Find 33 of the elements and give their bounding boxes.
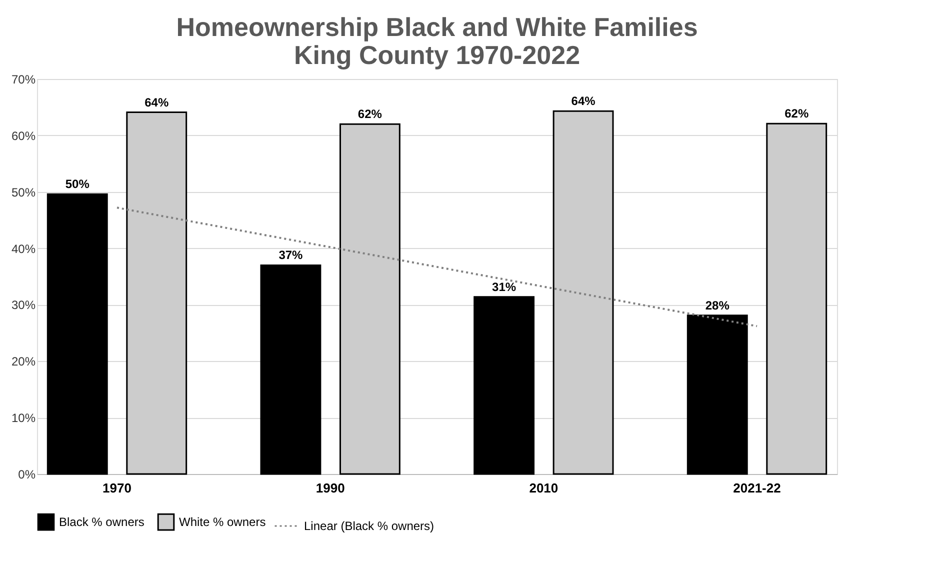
data-label: 62% bbox=[358, 107, 382, 122]
bar bbox=[686, 314, 748, 475]
bar bbox=[126, 112, 188, 475]
data-label: 50% bbox=[65, 177, 90, 192]
data-label: 62% bbox=[784, 106, 809, 121]
data-label: 37% bbox=[278, 248, 304, 262]
y-tick-label: 60% bbox=[11, 128, 36, 143]
legend-label: White % owners bbox=[179, 515, 266, 530]
y-tick-label: 50% bbox=[11, 185, 36, 200]
legend-label: Linear (Black % owners) bbox=[304, 519, 434, 533]
data-label: 64% bbox=[144, 95, 169, 110]
y-tick-label: 20% bbox=[11, 354, 36, 369]
x-tick-label: 1990 bbox=[316, 480, 345, 496]
bar bbox=[46, 193, 108, 475]
bar bbox=[766, 122, 828, 475]
y-tick-label: 0% bbox=[18, 468, 36, 482]
data-label: 64% bbox=[571, 94, 596, 108]
y-tick-label: 30% bbox=[11, 298, 36, 312]
bar bbox=[552, 110, 614, 475]
data-label: 31% bbox=[492, 280, 516, 294]
bar bbox=[474, 296, 535, 475]
x-tick-label: 1970 bbox=[102, 480, 132, 496]
y-tick-label: 70% bbox=[11, 72, 36, 86]
legend-label: Black % owners bbox=[59, 515, 144, 530]
data-label: 28% bbox=[705, 298, 730, 312]
bar bbox=[260, 264, 322, 475]
chart-title: Homeownership Black and White Families King County 1970-2022 bbox=[176, 12, 698, 70]
x-tick-label: 2010 bbox=[529, 480, 558, 496]
line-series bbox=[116, 206, 758, 328]
bar bbox=[339, 123, 400, 475]
x-tick-label: 2021-22 bbox=[733, 480, 781, 496]
y-tick-label: 10% bbox=[11, 411, 36, 426]
y-tick-label: 40% bbox=[11, 242, 36, 256]
